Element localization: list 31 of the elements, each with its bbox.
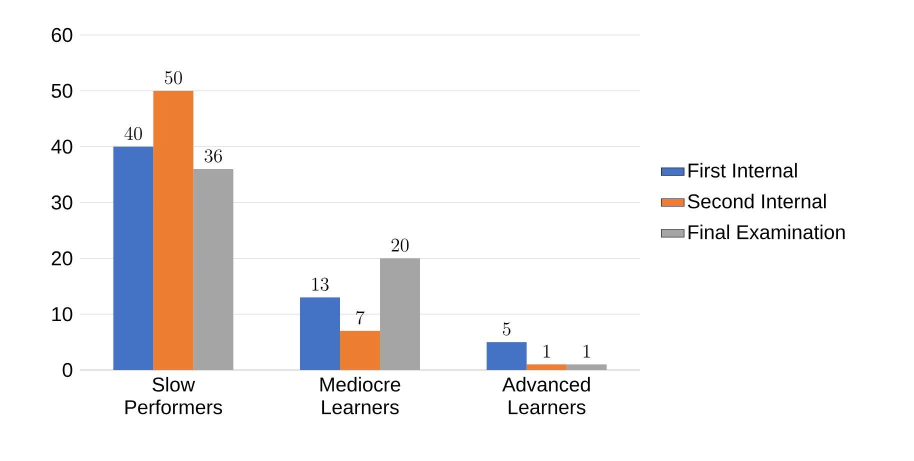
bar (486, 342, 527, 370)
bar (113, 146, 154, 370)
y-tick-label: 30 (52, 195, 72, 210)
bar (566, 364, 607, 370)
y-tick-label: 20 (52, 251, 72, 266)
data-label: 20 (392, 238, 409, 252)
legend-label: Final Examination (688, 224, 845, 240)
bar (300, 297, 340, 370)
bar (340, 330, 380, 370)
data-label: 7 (356, 311, 364, 324)
legend-label: First Internal (688, 162, 797, 178)
bar (153, 90, 194, 370)
y-tick-label: 0 (62, 362, 72, 378)
y-tick-label: 50 (52, 84, 72, 98)
legend-label: Second Internal (688, 194, 826, 208)
data-label: 1 (544, 344, 550, 358)
y-tick-label: 40 (51, 140, 72, 154)
data-label: 36 (204, 149, 222, 162)
data-label: 40 (124, 126, 142, 140)
bar (193, 169, 234, 370)
x-tick-label: Slow Performers (126, 376, 222, 414)
x-tick-label: Mediocre Learners (320, 376, 400, 414)
data-label: 1 (584, 344, 590, 358)
data-label: 5 (502, 322, 510, 336)
data-label: 13 (312, 278, 329, 291)
y-tick-label: 60 (52, 28, 72, 42)
x-tick-label: Advanced Learners (502, 376, 590, 414)
bar (526, 364, 567, 370)
y-tick-label: 10 (52, 307, 72, 322)
bar (380, 258, 420, 370)
data-label: 50 (164, 71, 182, 84)
